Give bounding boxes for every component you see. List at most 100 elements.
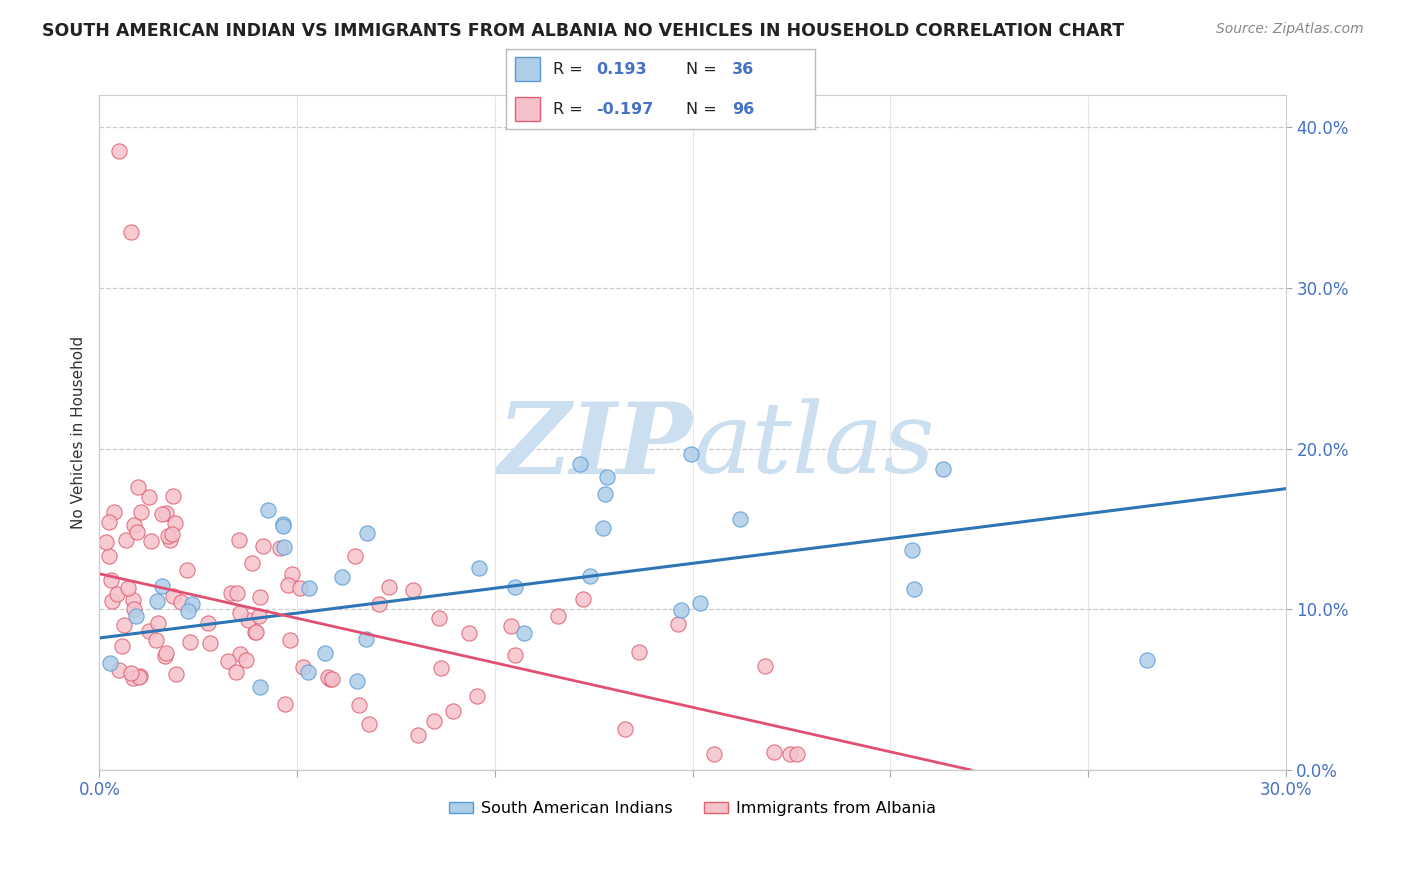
Text: 36: 36 — [733, 62, 754, 77]
Point — [162, 489, 184, 503]
Point — [155, 506, 177, 520]
Point — [150, 579, 173, 593]
Text: -0.197: -0.197 — [596, 102, 654, 117]
Text: ZIP: ZIP — [498, 398, 693, 494]
Point — [330, 570, 353, 584]
Point — [235, 653, 257, 667]
Point — [108, 145, 131, 159]
Text: N =: N = — [686, 62, 721, 77]
Point — [321, 672, 343, 686]
Point — [100, 573, 122, 587]
Point — [138, 624, 160, 638]
Point — [127, 480, 149, 494]
Point — [356, 525, 378, 540]
Point — [430, 660, 453, 674]
Point — [256, 503, 278, 517]
Point — [225, 585, 247, 599]
Point — [117, 582, 139, 596]
Point — [354, 632, 377, 646]
Point — [170, 594, 193, 608]
Point — [217, 655, 239, 669]
Point — [579, 569, 602, 583]
Point — [120, 225, 142, 239]
Point — [314, 646, 336, 660]
Point — [145, 632, 167, 647]
Point — [754, 659, 776, 673]
Point — [114, 533, 136, 547]
Point — [225, 665, 247, 679]
Point — [122, 517, 145, 532]
Point — [343, 549, 366, 563]
Point — [107, 663, 129, 677]
Point — [249, 590, 271, 604]
Point — [271, 517, 294, 532]
Point — [903, 582, 925, 597]
Point — [198, 636, 221, 650]
Point — [96, 535, 118, 549]
Point — [128, 670, 150, 684]
Point — [501, 618, 523, 632]
Point — [181, 597, 204, 611]
Point — [274, 697, 297, 711]
Point — [240, 556, 263, 570]
Point — [457, 625, 479, 640]
Point — [271, 519, 294, 533]
Point — [679, 447, 702, 461]
Point — [423, 714, 446, 728]
Point — [592, 521, 614, 535]
Point — [281, 566, 304, 581]
Text: R =: R = — [553, 102, 588, 117]
Point — [278, 632, 301, 647]
Point — [179, 635, 201, 649]
Point — [468, 561, 491, 575]
Point — [176, 563, 198, 577]
Point — [159, 533, 181, 547]
Point — [593, 487, 616, 501]
Point — [176, 604, 198, 618]
Point — [932, 461, 955, 475]
Point — [505, 580, 527, 594]
Point — [98, 549, 121, 563]
Point — [228, 533, 250, 547]
Point — [547, 608, 569, 623]
FancyBboxPatch shape — [516, 97, 540, 121]
Point — [229, 647, 252, 661]
Point — [568, 457, 591, 471]
Point — [572, 591, 595, 606]
Text: Source: ZipAtlas.com: Source: ZipAtlas.com — [1216, 22, 1364, 37]
Point — [427, 611, 450, 625]
Point — [146, 594, 169, 608]
Point — [155, 646, 177, 660]
Point — [763, 745, 786, 759]
Point — [614, 722, 637, 736]
Point — [165, 666, 187, 681]
Point — [689, 597, 711, 611]
Point — [98, 515, 121, 529]
Y-axis label: No Vehicles in Household: No Vehicles in Household — [72, 336, 86, 529]
Point — [269, 541, 291, 555]
Point — [162, 526, 184, 541]
Point — [900, 543, 922, 558]
Point — [402, 583, 425, 598]
Point — [245, 625, 267, 640]
Point — [112, 618, 135, 632]
Point — [105, 587, 128, 601]
Point — [165, 516, 187, 530]
Text: atlas: atlas — [693, 399, 935, 493]
Point — [121, 671, 143, 685]
Point — [122, 602, 145, 616]
Point — [779, 747, 801, 761]
Point — [129, 669, 152, 683]
Point — [219, 586, 242, 600]
Point — [111, 640, 134, 654]
Text: R =: R = — [553, 62, 588, 77]
Point — [101, 594, 124, 608]
Text: SOUTH AMERICAN INDIAN VS IMMIGRANTS FROM ALBANIA NO VEHICLES IN HOUSEHOLD CORREL: SOUTH AMERICAN INDIAN VS IMMIGRANTS FROM… — [42, 22, 1125, 40]
Point — [252, 540, 274, 554]
Point — [229, 606, 252, 620]
Point — [139, 533, 162, 548]
Point — [125, 524, 148, 539]
Point — [138, 490, 160, 504]
Point — [346, 673, 368, 688]
Point — [273, 540, 295, 554]
